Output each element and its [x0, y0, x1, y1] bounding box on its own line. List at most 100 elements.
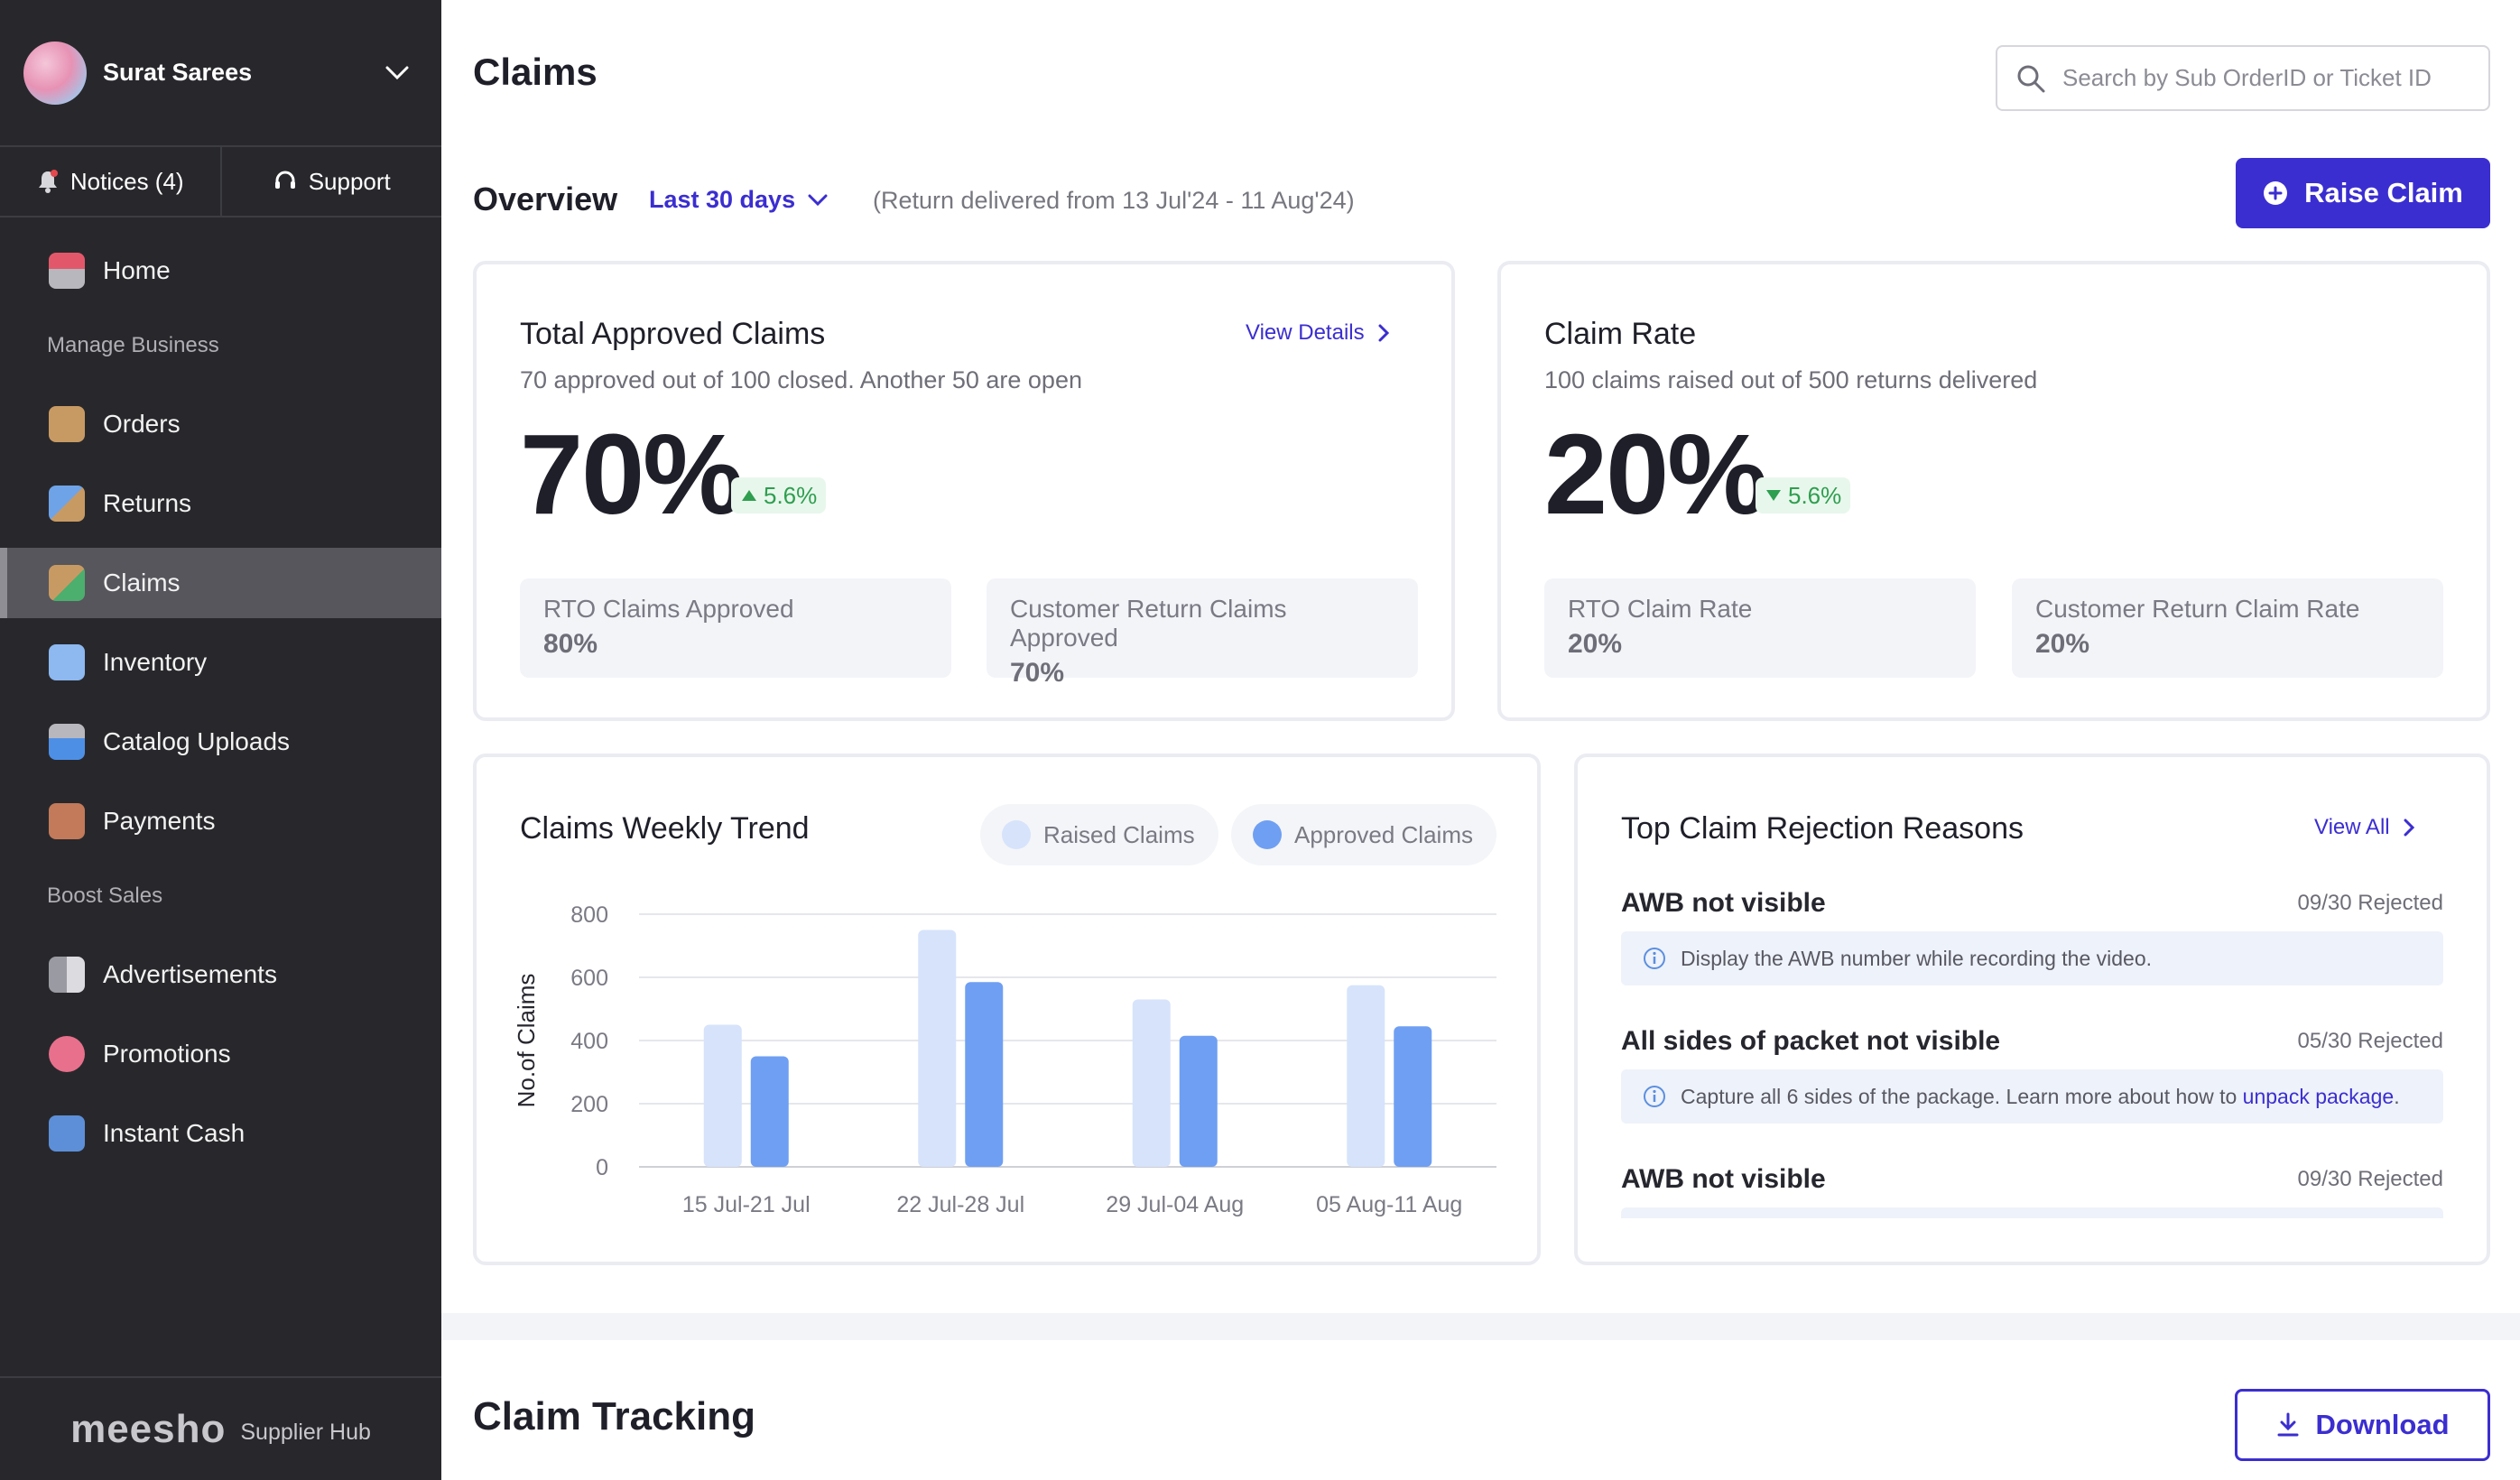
sidebar-item-promotions[interactable]: Promotions	[0, 1019, 441, 1089]
view-details-label: View Details	[1246, 320, 1365, 345]
megaphone-icon	[49, 957, 85, 993]
bell-icon	[38, 170, 58, 193]
claim-tracking-title: Claim Tracking	[473, 1394, 756, 1438]
bar-raised	[918, 930, 957, 1167]
stat-tile: RTO Claims Approved 80%	[520, 578, 951, 678]
card-subtitle: 100 claims raised out of 500 returns del…	[1544, 366, 2038, 393]
sidebar-item-claims[interactable]: Claims	[0, 548, 441, 618]
brand-logo: meesho	[70, 1406, 227, 1451]
legend-raised[interactable]: Raised Claims	[980, 804, 1218, 865]
view-all-link[interactable]: View All	[2314, 815, 2415, 840]
clipboard-icon	[49, 644, 85, 680]
support-button[interactable]: Support	[219, 147, 442, 216]
tile-value: 80%	[543, 629, 598, 659]
sidebar-footer: meesho Supplier Hub	[0, 1376, 441, 1480]
sidebar-item-advertisements[interactable]: Advertisements	[0, 939, 441, 1010]
sidebar: Surat Sarees Notices (4) Support Home Ma…	[0, 0, 441, 1480]
section-divider	[441, 1313, 2520, 1340]
sidebar-item-home[interactable]: Home	[0, 236, 441, 306]
reason-hint-partial	[1621, 1207, 2443, 1218]
sidebar-item-label: Instant Cash	[103, 1119, 246, 1147]
chevron-down-icon[interactable]	[382, 58, 412, 88]
weekly-trend-chart: 0 200 400 600 800 No.of Claims 15 Jul-21 Jul 22…	[513, 902, 1496, 1217]
approved-claims-card: Total Approved Claims View Details 70 ap…	[473, 261, 1455, 721]
date-range-dropdown[interactable]: Last 30 days	[649, 186, 828, 214]
stat-tile: RTO Claim Rate 20%	[1544, 578, 1976, 678]
profile-name: Surat Sarees	[103, 59, 253, 86]
bank-icon	[49, 1115, 85, 1152]
date-range-label: Last 30 days	[649, 186, 796, 213]
manage-business-section: Manage Business	[47, 333, 219, 357]
approval-percentage: 70%	[520, 411, 744, 538]
bar-raised	[703, 1024, 742, 1167]
sidebar-item-label: Orders	[103, 410, 181, 438]
arrow-down-icon	[1766, 490, 1781, 501]
sidebar-item-payments[interactable]: Payments	[0, 786, 441, 856]
bar-raised	[1132, 999, 1171, 1167]
tile-value: 70%	[1010, 658, 1065, 688]
stat-tile: Customer Return Claim Rate 20%	[2012, 578, 2443, 678]
sidebar-item-catalog-uploads[interactable]: Catalog Uploads	[0, 707, 441, 777]
sidebar-item-label: Advertisements	[103, 960, 277, 988]
rejection-reason: All sides of packet not visible 05/30 Re…	[1621, 1026, 2443, 1124]
bar-approved	[1394, 1026, 1432, 1167]
raise-claim-button[interactable]: Raise Claim	[2236, 158, 2490, 228]
tile-label: Customer Return Claim Rate	[2035, 595, 2360, 623]
reason-hint: Display the AWB number while recording t…	[1621, 931, 2443, 985]
tile-label: Customer Return Claims Approved	[1010, 595, 1287, 652]
notices-button[interactable]: Notices (4)	[0, 147, 220, 216]
download-button[interactable]: Download	[2235, 1389, 2490, 1461]
brand-subtitle: Supplier Hub	[240, 1420, 371, 1445]
hint-text: Capture all 6 sides of the package. Lear…	[1681, 1085, 2400, 1109]
info-icon	[1644, 948, 1665, 969]
plus-circle-icon	[2264, 181, 2288, 205]
sidebar-item-returns[interactable]: Returns	[0, 468, 441, 539]
search-placeholder: Search by Sub OrderID or Ticket ID	[2062, 64, 2432, 91]
headset-icon	[274, 171, 295, 189]
legend-label: Approved Claims	[1294, 820, 1473, 848]
y-tick-label: 800	[570, 902, 608, 928]
card-title: Total Approved Claims	[520, 317, 826, 351]
card-title: Top Claim Rejection Reasons	[1621, 811, 2024, 846]
card-subtitle: 70 approved out of 100 closed. Another 5…	[520, 366, 1082, 393]
bar-raised	[1347, 985, 1385, 1167]
tile-value: 20%	[2035, 629, 2090, 659]
profile-switcher[interactable]: Surat Sarees	[0, 0, 441, 147]
top-nav: Notices (4) Support	[0, 147, 441, 217]
y-tick-label: 0	[596, 1155, 608, 1180]
hint-text-end: .	[2394, 1084, 2400, 1108]
sidebar-item-inventory[interactable]: Inventory	[0, 627, 441, 698]
bar-approved	[750, 1056, 789, 1167]
reason-title: All sides of packet not visible	[1621, 1026, 2001, 1056]
view-details-link[interactable]: View Details	[1246, 320, 1390, 346]
rejection-reasons-card: Top Claim Rejection Reasons View All AWB…	[1574, 754, 2490, 1265]
info-icon	[1644, 1086, 1665, 1107]
sidebar-item-label: Inventory	[103, 648, 208, 676]
legend-dot-raised	[1002, 820, 1031, 849]
rejection-reason: AWB not visible 09/30 Rejected	[1621, 1164, 2443, 1218]
chevron-down-icon	[808, 194, 828, 206]
search-icon	[2017, 65, 2045, 92]
sidebar-item-label: Promotions	[103, 1040, 231, 1068]
search-input[interactable]: Search by Sub OrderID or Ticket ID	[1996, 45, 2490, 111]
y-tick-label: 400	[570, 1029, 608, 1054]
legend-dot-approved	[1253, 820, 1282, 849]
arrow-up-icon	[742, 490, 756, 501]
bar-approved	[965, 982, 1004, 1167]
y-tick-label: 200	[570, 1092, 608, 1117]
sidebar-item-instant-cash[interactable]: Instant Cash	[0, 1098, 441, 1169]
card-title: Claims Weekly Trend	[520, 811, 810, 846]
percent-icon	[49, 1036, 85, 1072]
unpack-package-link[interactable]: unpack package	[2242, 1084, 2395, 1108]
weekly-trend-card: Claims Weekly Trend Raised Claims Approv…	[473, 754, 1541, 1265]
bar-approved	[1179, 1035, 1218, 1167]
legend-approved[interactable]: Approved Claims	[1231, 804, 1496, 865]
sidebar-item-label: Claims	[103, 569, 181, 597]
chevron-right-icon	[1378, 324, 1389, 342]
overview-title: Overview	[473, 180, 618, 217]
download-label: Download	[2315, 1409, 2450, 1440]
avatar	[23, 41, 87, 105]
hint-text-body: Capture all 6 sides of the package. Lear…	[1681, 1084, 2243, 1108]
sidebar-item-orders[interactable]: Orders	[0, 389, 441, 459]
reason-title: AWB not visible	[1621, 1164, 1826, 1194]
